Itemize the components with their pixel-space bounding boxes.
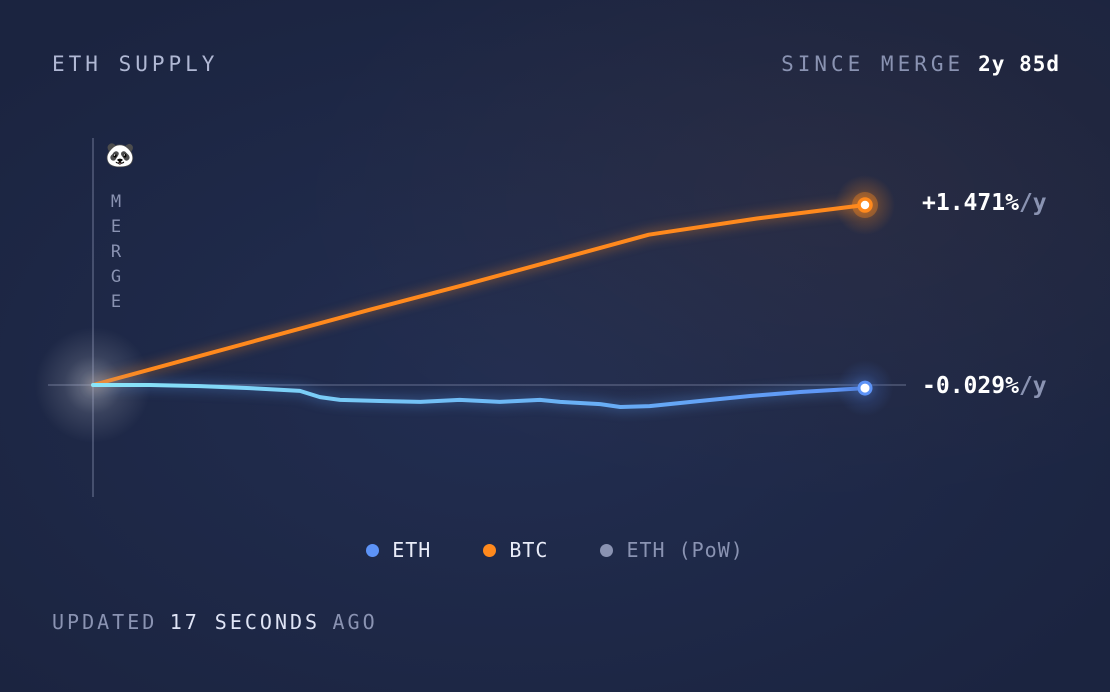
btc-growth-rate-unit: /y: [1018, 190, 1047, 216]
eth-dot-core: [857, 380, 873, 396]
eth-legend-label: ETH: [392, 538, 432, 562]
btc-end-dot-icon: [835, 175, 895, 235]
legend-item-btc[interactable]: BTC: [483, 538, 548, 562]
eth-growth-rate-value: -0.029%: [922, 373, 1019, 399]
eth-pow-legend-dot-icon: [600, 543, 614, 557]
btc-legend-label: BTC: [509, 538, 549, 562]
updated-status: UPDATED 17 SECONDS AGO: [52, 610, 378, 634]
legend-item-eth[interactable]: ETH: [366, 538, 431, 562]
since-merge-label: SINCE MERGE: [781, 52, 965, 76]
btc-growth-rate-value: +1.471%: [922, 190, 1019, 216]
btc-supply-line: [91, 203, 867, 387]
eth-growth-rate-unit: /y: [1018, 373, 1047, 399]
eth-growth-rate-label: -0.029%/y: [922, 373, 1047, 399]
btc-dot-core: [857, 197, 873, 213]
btc-growth-rate-label: +1.471%/y: [922, 190, 1047, 216]
updated-suffix: AGO: [332, 610, 378, 634]
eth-legend-dot-icon: [366, 543, 380, 557]
since-merge-timer[interactable]: SINCE MERGE 2y 85d: [781, 52, 1060, 76]
merge-axis-label: MERGE: [106, 192, 126, 317]
eth-supply-line: [91, 383, 867, 409]
panda-icon: 🐼: [105, 141, 135, 169]
btc-legend-dot-icon: [483, 543, 497, 557]
legend: ETH BTC ETH (PoW): [0, 538, 1110, 562]
eth-pow-legend-label: ETH (PoW): [626, 538, 744, 562]
updated-highlight: 17 SECONDS: [169, 610, 321, 634]
page-title: ETH SUPPLY: [52, 52, 219, 76]
updated-prefix: UPDATED: [52, 610, 158, 634]
since-merge-value: 2y 85d: [978, 52, 1060, 76]
eth-end-dot-icon: [837, 360, 893, 417]
legend-item-eth-pow[interactable]: ETH (PoW): [600, 538, 743, 562]
